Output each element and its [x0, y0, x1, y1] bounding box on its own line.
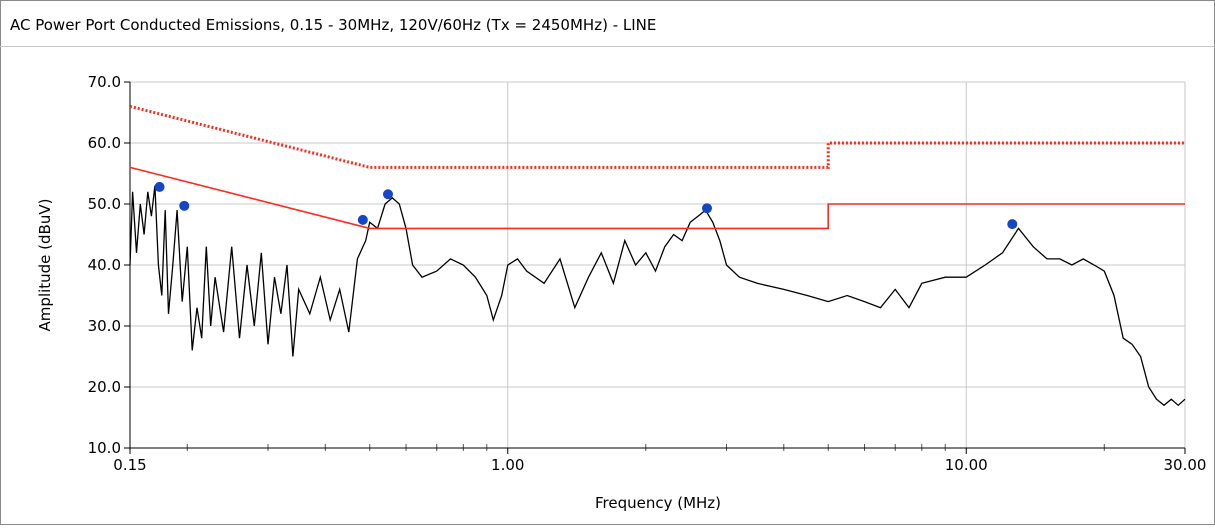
y-tick-label: 40.0	[88, 256, 121, 274]
x-tick-label: 10.00	[945, 456, 988, 474]
y-tick-label: 70.0	[88, 73, 121, 91]
peak-marker	[154, 181, 165, 192]
peak-marker	[357, 214, 368, 225]
limit-line	[129, 166, 1185, 230]
limit-line	[129, 104, 1185, 169]
y-tick-label: 50.0	[88, 195, 121, 213]
peak-marker	[179, 200, 190, 211]
peak-marker	[382, 189, 393, 200]
emission-trace	[129, 185, 1186, 407]
chart-title: AC Power Port Conducted Emissions, 0.15 …	[10, 16, 656, 34]
y-tick-label: 20.0	[88, 378, 121, 396]
peak-marker	[701, 203, 712, 214]
y-tick-label: 10.0	[88, 439, 121, 457]
x-axis-label: Frequency (MHz)	[595, 494, 721, 512]
y-tick-label: 60.0	[88, 134, 121, 152]
x-tick-label: 1.00	[491, 456, 524, 474]
peak-marker	[1007, 219, 1018, 230]
x-tick-label: 30.00	[1164, 456, 1207, 474]
x-tick-label: 0.15	[113, 456, 146, 474]
y-tick-label: 30.0	[88, 317, 121, 335]
y-axis-label: Amplitude (dBuV)	[36, 199, 54, 332]
